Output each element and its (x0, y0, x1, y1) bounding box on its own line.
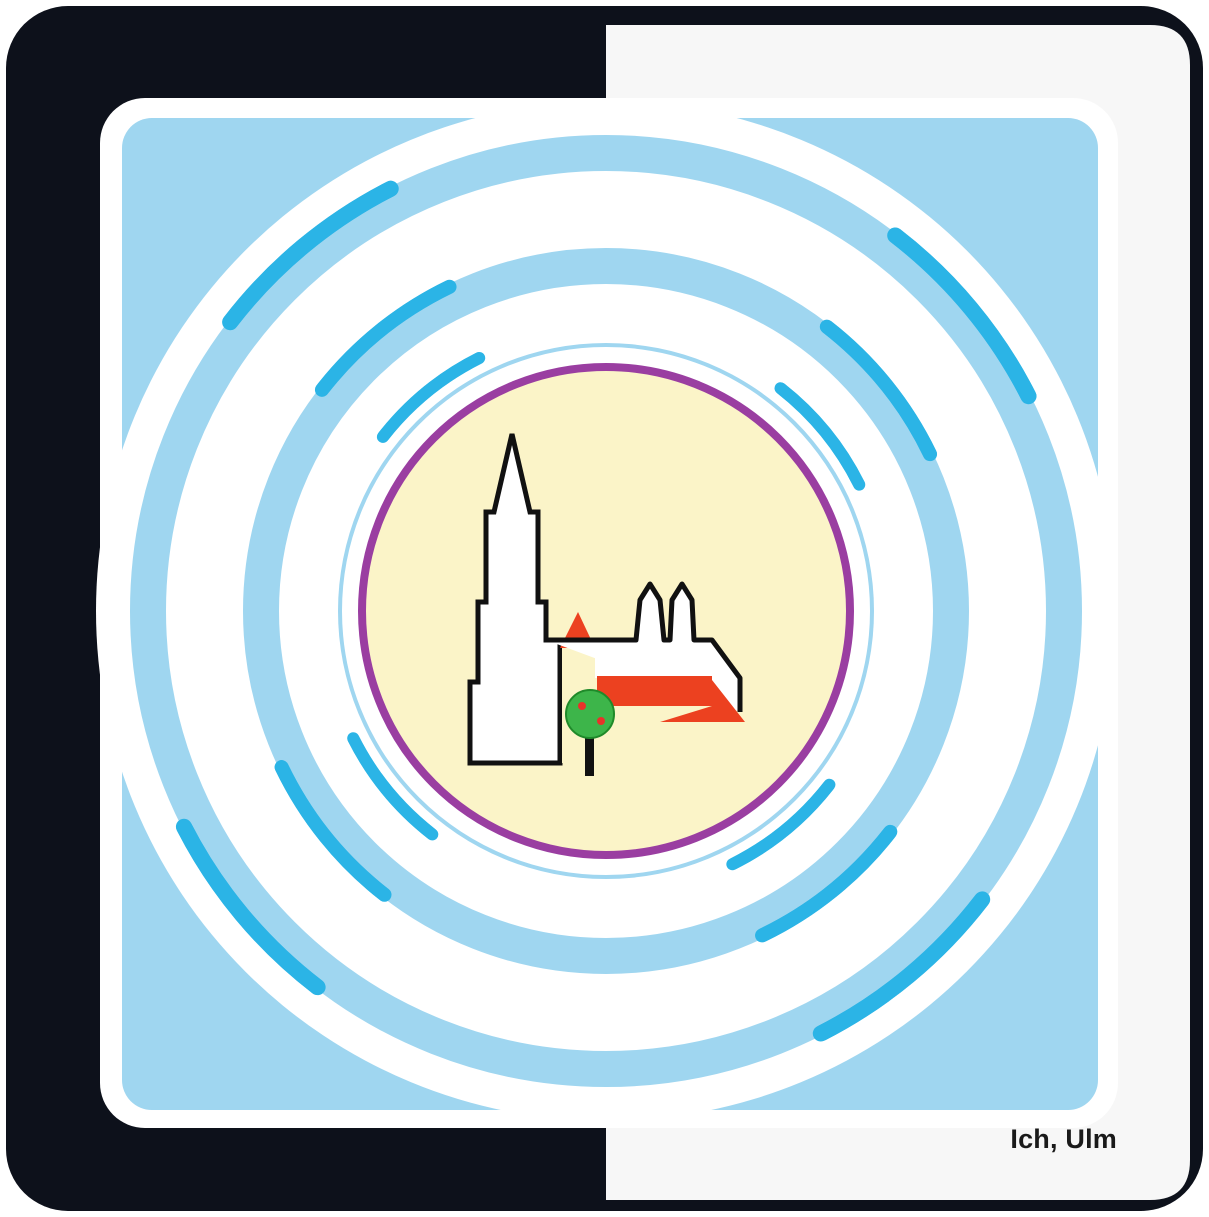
nave-roof (597, 676, 712, 706)
apple-2 (597, 717, 605, 725)
apple-1 (578, 702, 586, 710)
church-nave-icon (546, 581, 745, 722)
nave-body-fill (595, 643, 710, 678)
center-medallion (358, 363, 854, 859)
caption-text: Ich, Ulm (1010, 1124, 1117, 1154)
nave-roof-wedge (660, 680, 745, 722)
ring-white-gap (342, 347, 870, 875)
tree-trunk (585, 730, 594, 776)
ring-band-2 (243, 248, 969, 974)
ulm-minster-icon (467, 433, 745, 776)
tree-icon (565, 689, 615, 776)
tree-crown (565, 689, 615, 739)
ring-band-1 (130, 135, 1082, 1087)
